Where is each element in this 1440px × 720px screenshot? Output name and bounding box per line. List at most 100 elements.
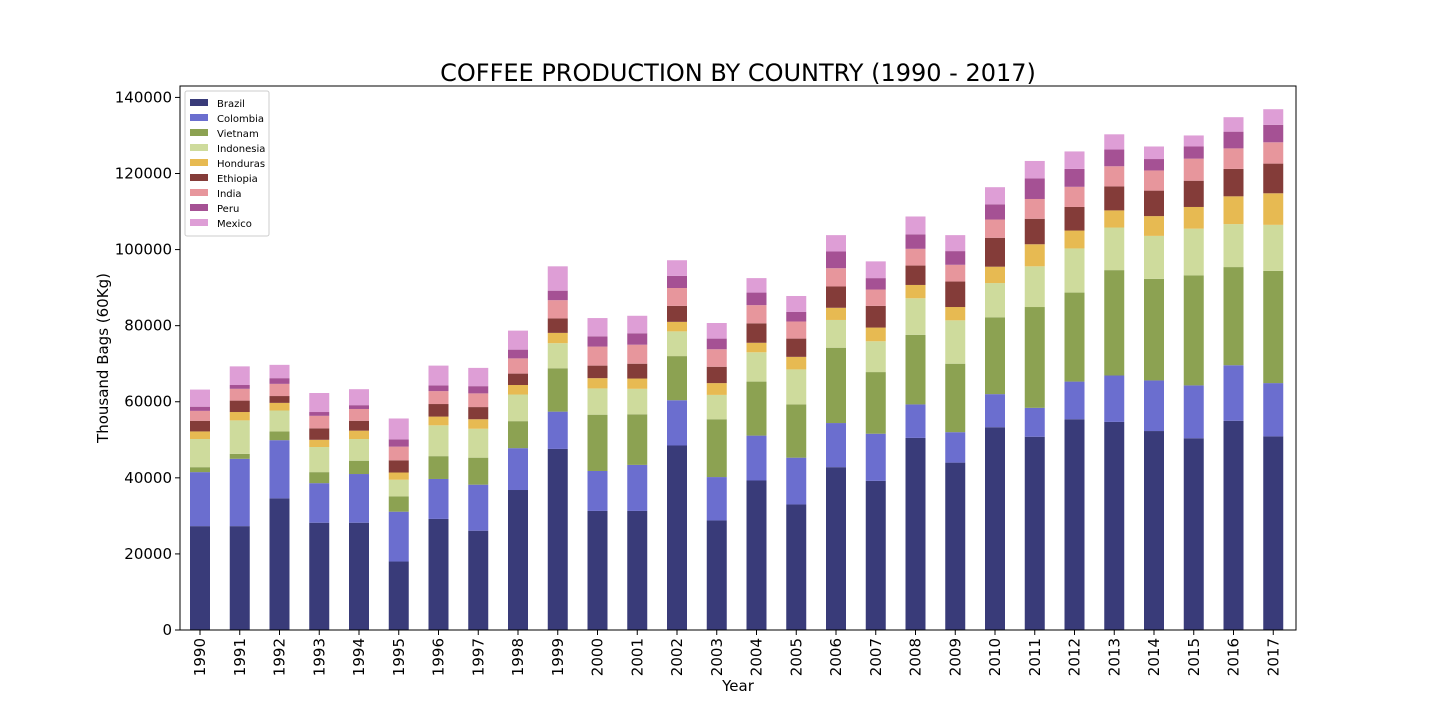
bar-honduras-2002 xyxy=(667,321,687,332)
bar-honduras-1999 xyxy=(547,332,568,344)
bar-colombia-1996 xyxy=(428,478,449,519)
x-tick-label: 2014 xyxy=(1145,638,1163,676)
bar-india-1995 xyxy=(388,446,409,461)
bar-brazil-2011 xyxy=(1024,436,1045,630)
x-tick-label: 2012 xyxy=(1066,638,1084,676)
bar-vietnam-2002 xyxy=(667,356,687,401)
bar-brazil-2007 xyxy=(865,480,886,630)
bar-ethiopia-1991 xyxy=(229,400,250,413)
bar-vietnam-1998 xyxy=(508,421,528,449)
bar-vietnam-1993 xyxy=(309,472,330,484)
bar-colombia-2011 xyxy=(1024,407,1045,437)
bar-brazil-1997 xyxy=(468,530,489,630)
bar-brazil-2006 xyxy=(826,467,846,630)
bar-ethiopia-2012 xyxy=(1064,206,1085,231)
bar-india-2012 xyxy=(1064,186,1085,207)
bar-india-1993 xyxy=(309,415,330,429)
bar-mexico-2000 xyxy=(587,318,608,337)
bar-brazil-1999 xyxy=(547,448,568,630)
x-tick-label: 2007 xyxy=(867,638,885,676)
bar-mexico-1990 xyxy=(190,389,210,407)
bar-colombia-2006 xyxy=(826,423,846,468)
bar-ethiopia-2016 xyxy=(1223,168,1244,197)
bar-vietnam-1997 xyxy=(468,457,489,485)
bar-vietnam-2013 xyxy=(1104,270,1125,376)
legend-swatch-vietnam xyxy=(190,129,208,136)
bar-brazil-2008 xyxy=(905,437,926,630)
bar-colombia-2000 xyxy=(587,470,608,511)
bar-ethiopia-2010 xyxy=(985,237,1005,267)
bar-brazil-2005 xyxy=(786,504,807,630)
bar-brazil-2001 xyxy=(627,510,648,630)
bar-mexico-2011 xyxy=(1024,160,1045,179)
bar-india-2001 xyxy=(627,344,648,364)
bar-indonesia-2009 xyxy=(945,320,966,364)
bar-brazil-1990 xyxy=(190,526,210,630)
bar-mexico-2002 xyxy=(667,260,687,276)
bar-indonesia-1996 xyxy=(428,425,449,457)
bar-india-2009 xyxy=(945,264,966,282)
bar-honduras-2001 xyxy=(627,378,648,389)
bar-brazil-1991 xyxy=(229,526,250,630)
bar-vietnam-2003 xyxy=(706,419,727,478)
bar-indonesia-2012 xyxy=(1064,248,1085,293)
bar-honduras-1996 xyxy=(428,416,449,426)
x-tick-label: 2005 xyxy=(787,638,805,676)
bar-india-2011 xyxy=(1024,198,1045,219)
bar-india-2003 xyxy=(706,349,727,367)
bar-colombia-1994 xyxy=(349,474,369,523)
bar-ethiopia-2005 xyxy=(786,338,807,357)
y-tick-label: 120000 xyxy=(115,164,172,182)
y-tick-label: 20000 xyxy=(124,545,172,563)
bar-peru-1994 xyxy=(349,405,369,409)
bar-india-2017 xyxy=(1263,142,1284,164)
x-tick-label: 2008 xyxy=(907,638,925,676)
bar-colombia-1999 xyxy=(547,411,568,449)
bar-peru-1993 xyxy=(309,412,330,416)
x-tick-label: 1991 xyxy=(231,638,249,676)
x-tick-label: 2010 xyxy=(986,638,1004,676)
legend-label-ethiopia: Ethiopia xyxy=(217,174,258,185)
bar-peru-1992 xyxy=(269,378,290,384)
bar-india-1992 xyxy=(269,383,290,397)
bar-indonesia-2003 xyxy=(706,394,727,420)
bar-ethiopia-2001 xyxy=(627,363,648,379)
bar-mexico-1991 xyxy=(229,366,250,386)
bar-brazil-2016 xyxy=(1223,420,1244,630)
bar-indonesia-1992 xyxy=(269,410,290,432)
bar-vietnam-2014 xyxy=(1144,278,1164,381)
legend-label-honduras: Honduras xyxy=(217,159,265,170)
bar-vietnam-2007 xyxy=(865,372,886,434)
y-tick-label: 80000 xyxy=(124,317,172,335)
legend-label-brazil: Brazil xyxy=(217,99,245,110)
bar-colombia-2009 xyxy=(945,432,966,463)
bar-peru-1990 xyxy=(190,406,210,411)
bar-colombia-2004 xyxy=(746,435,767,481)
bar-mexico-1993 xyxy=(309,392,330,413)
bar-brazil-2012 xyxy=(1064,419,1085,630)
bar-brazil-1994 xyxy=(349,522,369,630)
legend-swatch-indonesia xyxy=(190,144,208,151)
bar-india-2013 xyxy=(1104,166,1125,187)
bar-colombia-2010 xyxy=(985,394,1005,428)
bar-indonesia-1994 xyxy=(349,439,369,461)
bar-indonesia-1991 xyxy=(229,420,250,454)
bar-vietnam-2004 xyxy=(746,381,767,436)
bar-indonesia-2007 xyxy=(865,341,886,373)
x-tick-label: 1996 xyxy=(430,638,448,676)
bar-honduras-2006 xyxy=(826,307,846,320)
bar-vietnam-2010 xyxy=(985,317,1005,395)
bar-peru-1999 xyxy=(547,290,568,301)
bar-brazil-2014 xyxy=(1144,431,1164,630)
bar-india-1996 xyxy=(428,391,449,405)
bar-colombia-2013 xyxy=(1104,375,1125,422)
bar-india-2007 xyxy=(865,289,886,306)
bar-mexico-2012 xyxy=(1064,151,1085,169)
bar-brazil-2003 xyxy=(706,520,727,630)
x-tick-label: 2016 xyxy=(1225,638,1243,676)
bar-indonesia-2011 xyxy=(1024,266,1045,308)
bar-peru-2016 xyxy=(1223,131,1244,149)
bar-mexico-1999 xyxy=(547,266,568,291)
bar-mexico-1997 xyxy=(468,367,489,387)
